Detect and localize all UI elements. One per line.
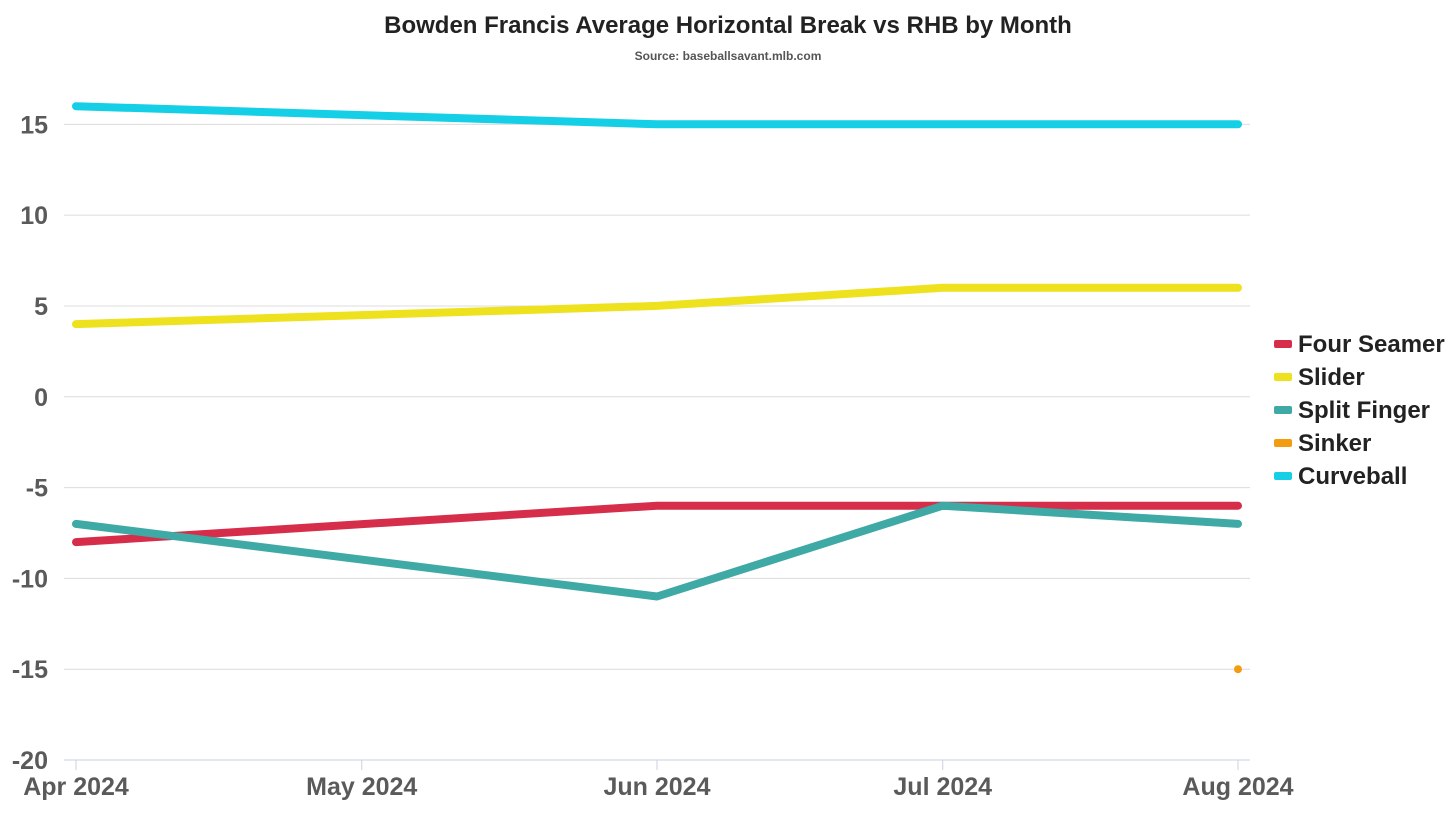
y-tick-label: -15 (12, 656, 48, 684)
series-curveball (72, 102, 1242, 129)
y-tick-label: 0 (34, 384, 48, 412)
x-tick-label-jul-2024: Jul 2024 (893, 773, 992, 801)
y-axis-tick-labels: 15 10 5 0 -5 -10 -15 -20 (12, 111, 48, 775)
data-point-sinker (1234, 665, 1242, 674)
series-line-four-seamer (72, 501, 1242, 547)
series-four-seamer (72, 501, 1242, 547)
x-tick-label-may-2024: May 2024 (306, 773, 417, 801)
chart-subtitle: Source: baseballsavant.mlb.com (635, 49, 822, 63)
x-axis (64, 759, 1250, 770)
gridlines (64, 123, 1250, 670)
x-tick-label-apr-2024: Apr 2024 (23, 773, 129, 801)
series-sinker (1234, 665, 1242, 674)
legend-label: Four Seamer (1298, 331, 1445, 358)
legend-item-slider: Slider (1274, 364, 1365, 391)
legend-label: Curveball (1298, 463, 1407, 490)
legend-swatch (1274, 373, 1292, 381)
x-axis-tick-labels: Apr 2024 May 2024 Jun 2024 Jul 2024 Aug 2024 (23, 773, 1293, 801)
x-tick-label-jun-2024: Jun 2024 (603, 773, 710, 801)
series-slider (72, 283, 1242, 329)
chart-title: Bowden Francis Average Horizontal Break … (384, 12, 1072, 39)
legend-label: Slider (1298, 364, 1365, 391)
y-tick-label: -10 (12, 565, 48, 593)
series-line-curveball (72, 102, 1242, 129)
y-tick-label: -5 (26, 475, 48, 503)
legend-item-four-seamer: Four Seamer (1274, 331, 1445, 358)
y-tick-label: 5 (34, 293, 48, 321)
legend-swatch (1274, 472, 1292, 480)
legend-item-split-finger: Split Finger (1274, 397, 1430, 424)
legend-item-curveball: Curveball (1274, 463, 1407, 490)
series-line-slider (72, 283, 1242, 329)
x-tick-label-aug-2024: Aug 2024 (1182, 773, 1293, 801)
legend-item-sinker: Sinker (1274, 430, 1371, 457)
y-tick-label: 10 (20, 202, 48, 230)
legend-label: Sinker (1298, 430, 1371, 457)
legend-label: Split Finger (1298, 397, 1430, 424)
series-line-split-finger (72, 501, 1242, 601)
legend-swatch (1274, 340, 1292, 348)
legend-swatch (1274, 406, 1292, 414)
legend-swatch (1274, 439, 1292, 447)
legend: Four Seamer Slider Split Finger Sinker Curve… (1274, 331, 1445, 490)
y-tick-label: 15 (20, 111, 48, 139)
series-lines (72, 102, 1242, 674)
y-tick-label: -20 (12, 747, 48, 775)
series-split-finger (72, 501, 1242, 601)
